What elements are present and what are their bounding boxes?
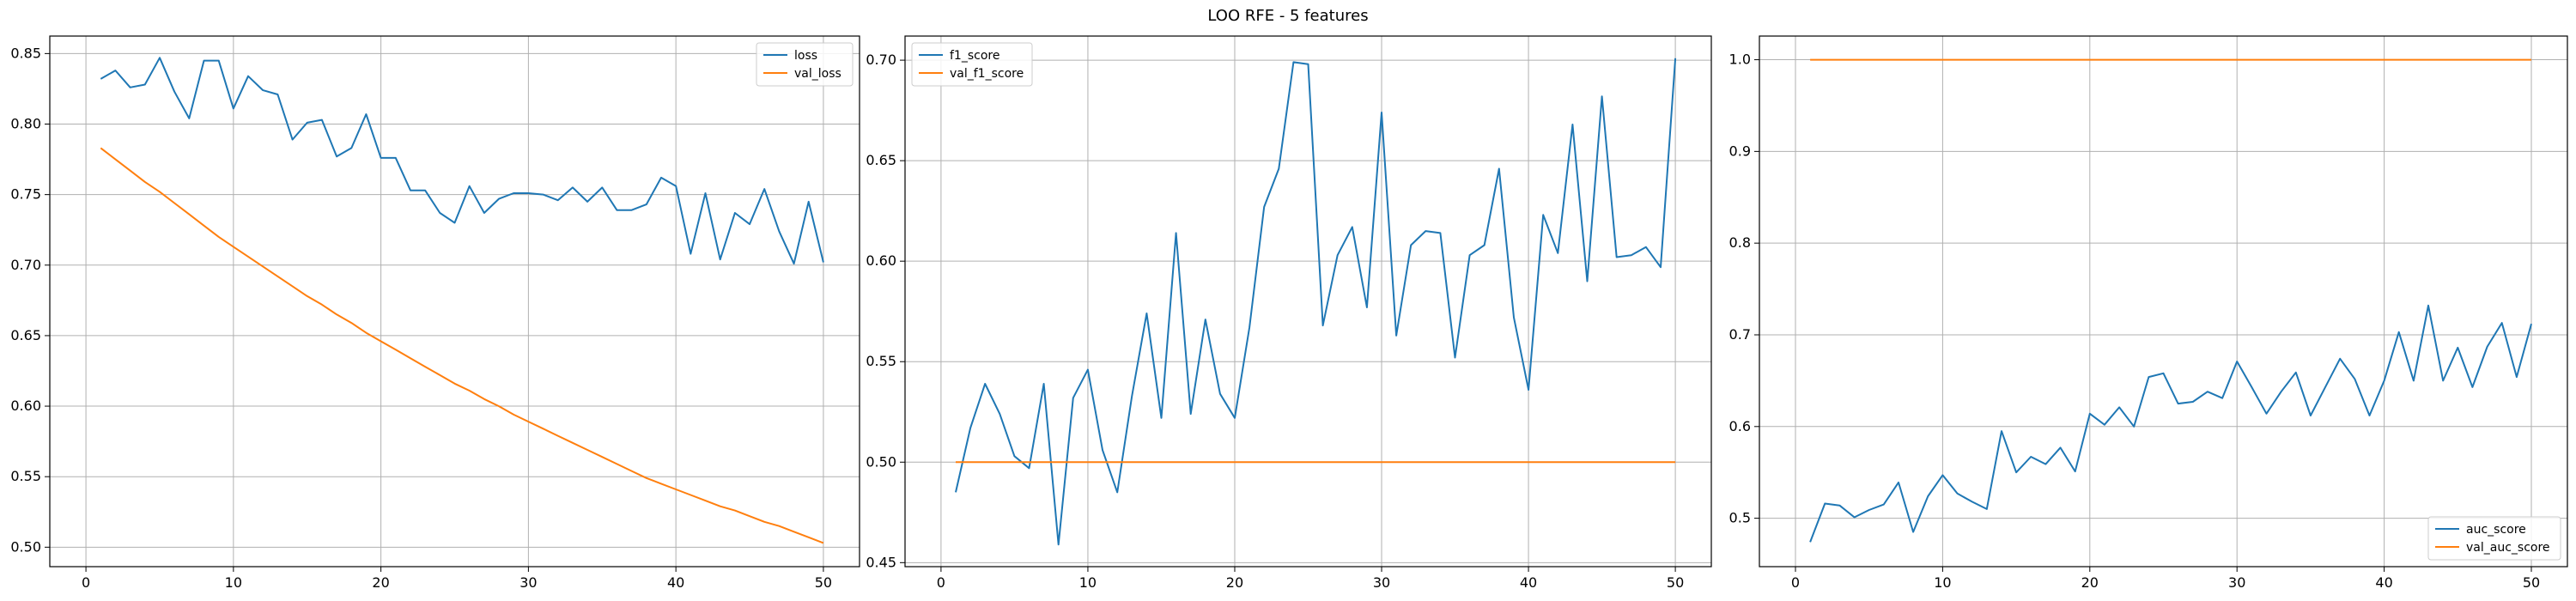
plot-area [905,36,1711,567]
x-tick-label: 50 [815,574,832,591]
x-tick-label: 40 [2375,574,2392,591]
y-tick-label: 0.60 [10,398,41,414]
y-tick-label: 0.55 [10,468,41,484]
series-line-f1_score [955,58,1677,546]
series-line-val_loss [100,147,824,544]
plot-area [1759,36,2567,567]
x-tick-label: 20 [2081,574,2099,591]
legend: f1_score val_f1_score [911,42,1033,87]
y-tick-label: 0.7 [1729,326,1751,343]
x-tick-label: 40 [1520,574,1537,591]
x-tick-label: 50 [2523,574,2540,591]
legend-box [756,42,854,87]
x-tick-label: 10 [1934,574,1951,591]
x-tick-label: 20 [372,574,389,591]
y-tick-label: 0.80 [10,116,41,132]
legend-label: auc_score [2466,523,2526,537]
axes-frame [49,35,860,568]
plot-area [50,36,860,567]
x-tick-label: 30 [519,574,537,591]
x-tick-label: 0 [937,574,945,591]
y-tick-label: 0.9 [1729,143,1751,159]
legend-label: loss [794,49,817,63]
x-tick-label: 50 [1667,574,1684,591]
y-tick-label: 0.70 [866,52,896,68]
x-tick-label: 0 [1791,574,1800,591]
legend-label: val_loss [794,67,841,81]
x-tick-label: 40 [667,574,684,591]
legend-label: val_f1_score [950,67,1024,81]
y-tick-label: 0.65 [10,327,41,343]
y-tick-label: 0.70 [10,257,41,273]
legend: auc_score val_auc_score [2427,516,2561,561]
x-tick-label: 30 [1373,574,1390,591]
legend-label: f1_score [950,49,999,63]
figure-title: LOO RFE - 5 features [1207,7,1369,25]
x-tick-label: 10 [225,574,242,591]
y-tick-label: 0.85 [10,45,41,61]
legend-box [2427,516,2561,561]
x-tick-label: 20 [1226,574,1243,591]
legend: loss val_loss [756,42,854,87]
subplot-auc-score: 0 10 20 30 40 50 0.5 0.6 0.7 0.8 0.9 1.0 auc_scoreva… [1729,35,2568,591]
y-tick-label: 0.45 [866,554,896,570]
y-tick-label: 0.50 [866,453,896,470]
x-tick-label: 0 [82,574,90,591]
axes-frame [904,35,1712,568]
y-tick-label: 0.8 [1729,234,1751,251]
axes-frame [1759,35,2568,568]
legend-label: val_auc_score [2466,541,2550,555]
x-tick-label: 10 [1079,574,1097,591]
y-tick-label: 0.65 [866,152,896,168]
x-tick-label: 30 [2228,574,2245,591]
y-tick-label: 0.50 [10,538,41,555]
subplot-loss: 0 10 20 30 40 50 0.50 0.55 0.60 0.65 0.70 0.75 0.80 0… [10,35,860,591]
y-tick-label: 0.75 [10,186,41,203]
y-tick-label: 0.5 [1729,510,1751,526]
y-tick-label: 0.6 [1729,418,1751,434]
y-tick-label: 0.55 [866,353,896,369]
series-line-loss [100,57,824,265]
y-tick-label: 1.0 [1729,52,1751,68]
legend-box [911,42,1033,87]
y-tick-label: 0.60 [866,252,896,269]
subplot-f1-score: 0 10 20 30 40 50 0.45 0.50 0.55 0.60 0.65 0.70 f1_sc… [866,35,1712,591]
series-line-auc_score [1809,304,2532,543]
